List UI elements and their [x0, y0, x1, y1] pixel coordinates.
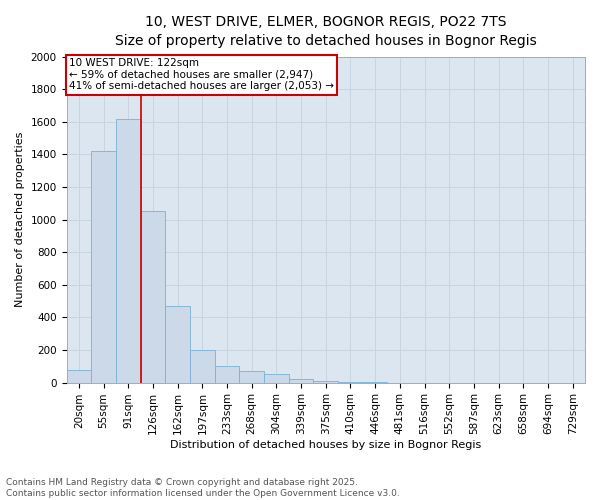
Bar [289, 378, 313, 382]
Bar [140, 212, 165, 382]
Bar [215, 366, 239, 382]
Bar [91, 151, 116, 382]
Bar [264, 374, 289, 382]
Title: 10, WEST DRIVE, ELMER, BOGNOR REGIS, PO22 7TS
Size of property relative to detac: 10, WEST DRIVE, ELMER, BOGNOR REGIS, PO2… [115, 15, 536, 48]
Bar [313, 381, 338, 382]
Bar [165, 306, 190, 382]
Bar [190, 350, 215, 382]
X-axis label: Distribution of detached houses by size in Bognor Regis: Distribution of detached houses by size … [170, 440, 481, 450]
Text: 10 WEST DRIVE: 122sqm
← 59% of detached houses are smaller (2,947)
41% of semi-d: 10 WEST DRIVE: 122sqm ← 59% of detached … [69, 58, 334, 92]
Bar [67, 370, 91, 382]
Bar [239, 371, 264, 382]
Y-axis label: Number of detached properties: Number of detached properties [15, 132, 25, 308]
Bar [116, 118, 140, 382]
Text: Contains HM Land Registry data © Crown copyright and database right 2025.
Contai: Contains HM Land Registry data © Crown c… [6, 478, 400, 498]
